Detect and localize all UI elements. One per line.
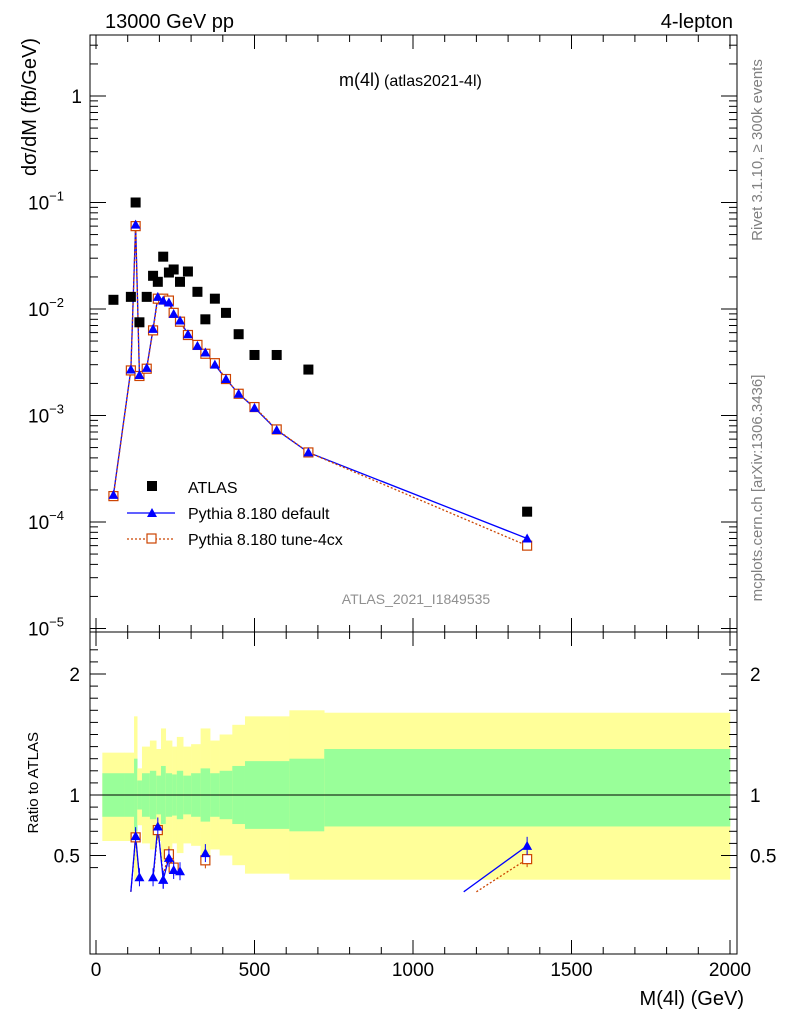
point-atlas xyxy=(168,264,179,275)
point-pythia-default xyxy=(134,370,145,380)
point-atlas xyxy=(134,317,145,328)
ratio-point-pythia-default xyxy=(134,872,145,882)
ratio-y-tick-label-right: 2 xyxy=(750,665,761,686)
point-atlas xyxy=(152,276,163,287)
ratio-point-pythia-tune xyxy=(522,854,533,865)
mcplots-label: mcplots.cern.ch [arXiv:1306.3436] xyxy=(749,375,766,602)
point-atlas xyxy=(158,251,169,262)
analysis-watermark: ATLAS_2021_I1849535 xyxy=(342,591,491,607)
point-pythia-default xyxy=(125,364,136,374)
y-axis-label: dσ/dM (fb/GeV) xyxy=(19,38,41,176)
channel-label: 4-lepton xyxy=(661,11,733,33)
x-axis-label: M(4l) (GeV) xyxy=(640,988,744,1010)
y-tick-label: 10−3 xyxy=(28,402,64,428)
ratio-series xyxy=(130,817,533,893)
point-atlas xyxy=(303,364,314,375)
legend-default-marker xyxy=(147,508,157,517)
rivet-label: Rivet 3.1.10, ≥ 300k events xyxy=(749,59,766,241)
point-pythia-default xyxy=(141,362,152,372)
tick-labels: 10−5 10−4 10−3 10−2 10−1 1 0.5 0.5 1 1 2 2 0 500 1000 1… xyxy=(28,87,776,981)
point-atlas xyxy=(522,506,533,517)
point-pythia-default xyxy=(249,402,260,412)
plot-title: m(4l) xyxy=(339,70,380,90)
x-tick-label: 2000 xyxy=(709,960,751,981)
point-pythia-default xyxy=(108,489,119,499)
ratio-point-pythia-default xyxy=(130,831,141,841)
x-tick-label: 500 xyxy=(239,960,271,981)
legend-default-label: Pythia 8.180 default xyxy=(188,506,330,523)
ratio-y-axis-label: Ratio to ATLAS xyxy=(25,732,42,833)
legend-atlas-marker xyxy=(147,481,157,491)
point-pythia-default xyxy=(175,315,186,325)
point-pythia-default xyxy=(303,447,314,457)
point-atlas xyxy=(148,270,159,281)
y-tick-label: 10−5 xyxy=(28,615,64,641)
point-pythia-default xyxy=(130,219,141,229)
point-atlas xyxy=(233,329,244,340)
point-pythia-default xyxy=(209,359,220,369)
legend-tune-label: Pythia 8.180 tune-4cx xyxy=(188,532,343,549)
x-tick-label: 0 xyxy=(91,960,102,981)
ratio-point-pythia-default xyxy=(163,852,174,862)
point-pythia-default xyxy=(168,308,179,318)
point-pythia-default xyxy=(220,374,231,384)
x-tick-label: 1000 xyxy=(392,960,434,981)
point-atlas xyxy=(125,291,136,302)
point-atlas xyxy=(108,294,119,305)
y-tick-label: 10−4 xyxy=(28,508,64,534)
energy-label: 13000 GeV pp xyxy=(105,11,234,33)
ratio-point-pythia-default xyxy=(175,866,186,876)
point-pythia-default xyxy=(233,388,244,398)
x-tick-label: 1500 xyxy=(550,960,592,981)
ratio-inner-band xyxy=(324,749,731,827)
y-tick-label: 10−2 xyxy=(28,295,64,321)
ratio-y-tick-label-right: 1 xyxy=(750,786,761,807)
point-atlas xyxy=(182,266,193,277)
point-pythia-default xyxy=(163,297,174,307)
y-tick-label: 10−1 xyxy=(28,189,64,215)
point-pythia-default xyxy=(522,533,533,543)
point-pythia-default xyxy=(182,329,193,339)
point-atlas xyxy=(175,276,186,287)
point-atlas xyxy=(220,307,231,318)
plot-subtitle: (atlas2021-4l) xyxy=(384,73,482,90)
point-pythia-default xyxy=(152,291,163,301)
ratio-y-tick-label: 1 xyxy=(69,786,80,807)
ratio-point-pythia-default xyxy=(200,848,211,858)
point-atlas xyxy=(192,286,203,297)
ratio-point-pythia-default xyxy=(148,872,159,882)
y-tick-label: 1 xyxy=(71,87,82,108)
point-atlas xyxy=(141,291,152,302)
legend-atlas-label: ATLAS xyxy=(188,480,238,497)
ratio-line-pythia-default xyxy=(463,845,528,893)
main-series xyxy=(108,197,533,551)
ticks xyxy=(90,35,737,954)
legend-tune-marker xyxy=(146,533,157,544)
point-pythia-default xyxy=(148,323,159,333)
ratio-y-tick-label: 0.5 xyxy=(54,847,80,868)
ratio-point-pythia-default xyxy=(158,874,169,884)
ratio-y-tick-label: 2 xyxy=(69,665,80,686)
ratio-point-pythia-default xyxy=(152,821,163,831)
point-atlas xyxy=(249,349,260,360)
ratio-point-pythia-default xyxy=(522,840,533,850)
point-atlas xyxy=(271,349,282,360)
legend: ATLAS Pythia 8.180 default Pythia 8.180 … xyxy=(127,480,343,549)
ratio-y-tick-label-right: 0.5 xyxy=(750,847,776,868)
point-pythia-default xyxy=(192,340,203,350)
point-atlas xyxy=(209,293,220,304)
point-pythia-default xyxy=(200,347,211,357)
ratio-point-pythia-default xyxy=(168,865,179,875)
point-pythia-default xyxy=(271,425,282,435)
point-atlas xyxy=(200,314,211,325)
point-atlas xyxy=(130,197,141,208)
point-pythia-default xyxy=(158,295,169,305)
